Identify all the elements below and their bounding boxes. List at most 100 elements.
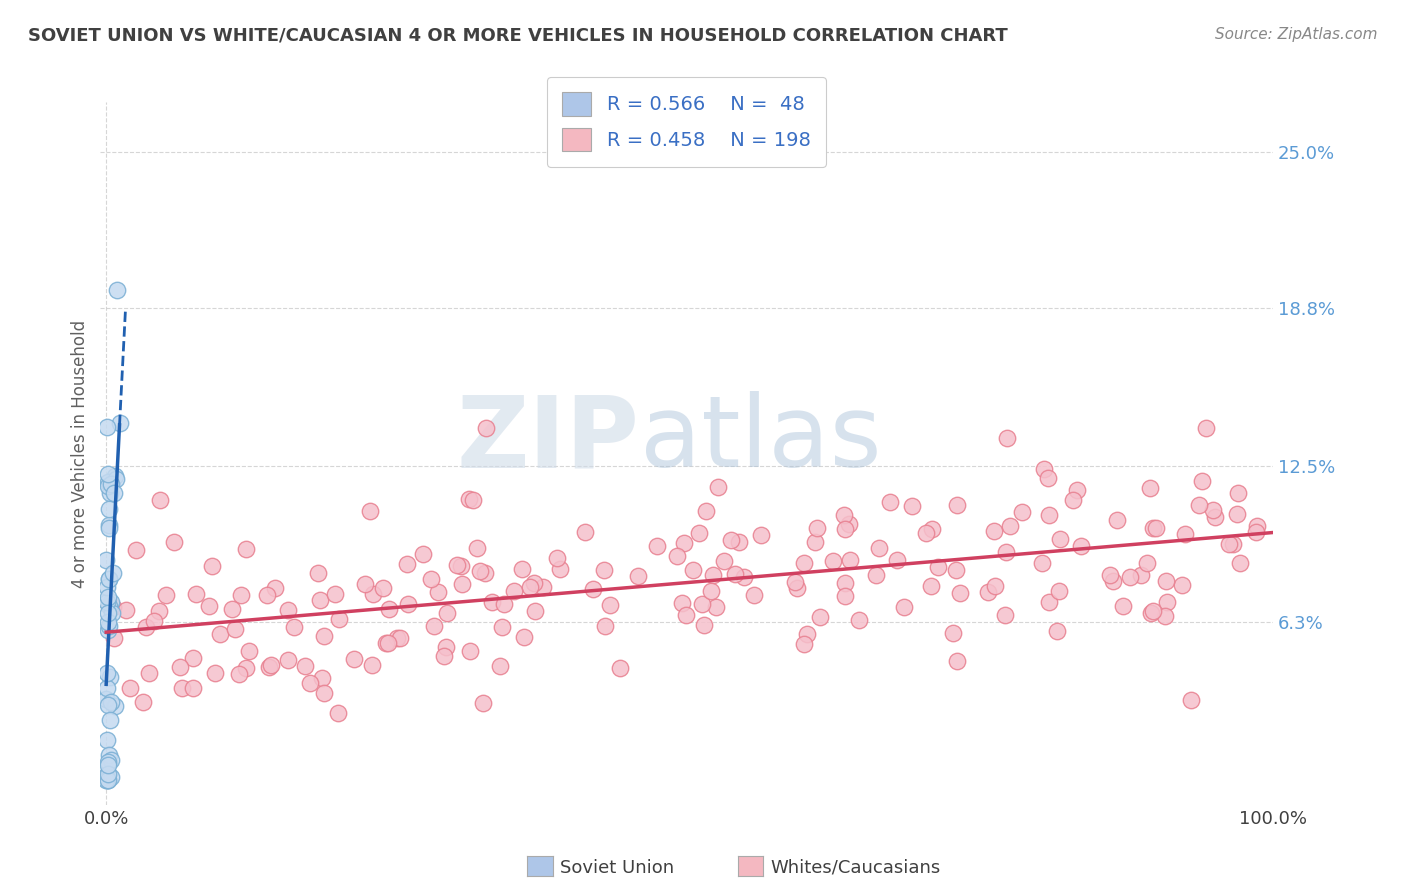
Point (470, 565, 492, 579)
Point (1174, 526, 1197, 541)
Point (702, 568, 724, 582)
Point (294, 658, 316, 673)
Point (1049, 533, 1071, 547)
Point (101, 607, 124, 621)
Point (396, 597, 419, 611)
Point (98, 486, 121, 500)
Point (976, 585, 998, 599)
Point (326, 706, 349, 721)
Point (98, 619, 121, 633)
Point (465, 541, 488, 555)
Point (388, 631, 411, 645)
Point (1011, 505, 1033, 519)
Point (949, 586, 972, 600)
Point (97, 772, 120, 787)
Point (100, 695, 122, 709)
Point (983, 524, 1005, 538)
Point (645, 539, 668, 553)
Text: Source: ZipAtlas.com: Source: ZipAtlas.com (1215, 27, 1378, 42)
Point (1062, 493, 1084, 508)
Point (834, 589, 856, 603)
Point (510, 562, 533, 576)
Point (491, 620, 513, 634)
Point (994, 544, 1017, 558)
Point (1105, 513, 1128, 527)
Point (461, 492, 484, 507)
Point (132, 695, 155, 709)
Point (733, 570, 755, 584)
Point (125, 543, 148, 558)
Point (373, 581, 395, 595)
Point (742, 588, 765, 602)
Text: Whites/Caucasians: Whites/Caucasians (770, 859, 941, 877)
Point (238, 643, 260, 657)
Point (170, 681, 193, 696)
Point (257, 660, 280, 674)
Point (283, 620, 305, 634)
Point (793, 556, 815, 570)
Point (834, 522, 856, 536)
Point (1154, 574, 1177, 588)
Point (823, 553, 845, 567)
Point (942, 625, 965, 640)
Text: SOVIET UNION VS WHITE/CAUCASIAN 4 OR MORE VEHICLES IN HOUSEHOLD CORRELATION CHAR: SOVIET UNION VS WHITE/CAUCASIAN 4 OR MOR… (28, 27, 1008, 45)
Point (1099, 567, 1122, 582)
Point (513, 630, 536, 644)
Point (700, 583, 723, 598)
Point (713, 554, 735, 568)
Point (97, 591, 120, 605)
Point (531, 580, 554, 594)
Point (481, 595, 503, 609)
Point (298, 676, 321, 690)
Point (893, 600, 915, 615)
Point (97, 698, 120, 713)
Point (96, 732, 118, 747)
Point (97, 572, 120, 586)
Point (100, 477, 122, 491)
Point (1153, 608, 1175, 623)
Point (97, 479, 120, 493)
Point (204, 665, 226, 680)
Point (98, 502, 121, 516)
Point (682, 563, 704, 577)
Point (96, 772, 118, 787)
Point (103, 699, 125, 714)
Point (1191, 475, 1213, 489)
Point (627, 569, 650, 583)
Point (434, 640, 457, 654)
Point (100, 595, 122, 609)
Point (728, 535, 751, 549)
Point (97, 572, 120, 586)
Point (749, 528, 772, 542)
Point (343, 652, 366, 666)
Point (1226, 508, 1249, 522)
Point (1036, 471, 1059, 485)
Point (502, 583, 524, 598)
Point (96, 419, 118, 434)
Point (104, 472, 127, 486)
Point (135, 620, 157, 634)
Point (1222, 537, 1244, 551)
Point (522, 576, 544, 591)
Y-axis label: 4 or more Vehicles in Household: 4 or more Vehicles in Household (72, 319, 89, 588)
Point (838, 516, 860, 531)
Point (100, 770, 122, 784)
Point (474, 566, 496, 581)
Point (848, 613, 870, 627)
Point (142, 614, 165, 628)
Point (120, 681, 142, 696)
Point (796, 627, 818, 641)
Point (264, 581, 287, 595)
Point (361, 587, 384, 601)
Point (377, 636, 399, 650)
Point (231, 588, 253, 602)
Point (412, 547, 434, 561)
Point (100, 753, 122, 767)
Point (1000, 519, 1022, 533)
Point (915, 525, 938, 540)
Point (458, 492, 481, 507)
Point (224, 622, 246, 636)
Point (96, 665, 118, 680)
Point (97, 615, 120, 630)
Point (450, 559, 472, 574)
